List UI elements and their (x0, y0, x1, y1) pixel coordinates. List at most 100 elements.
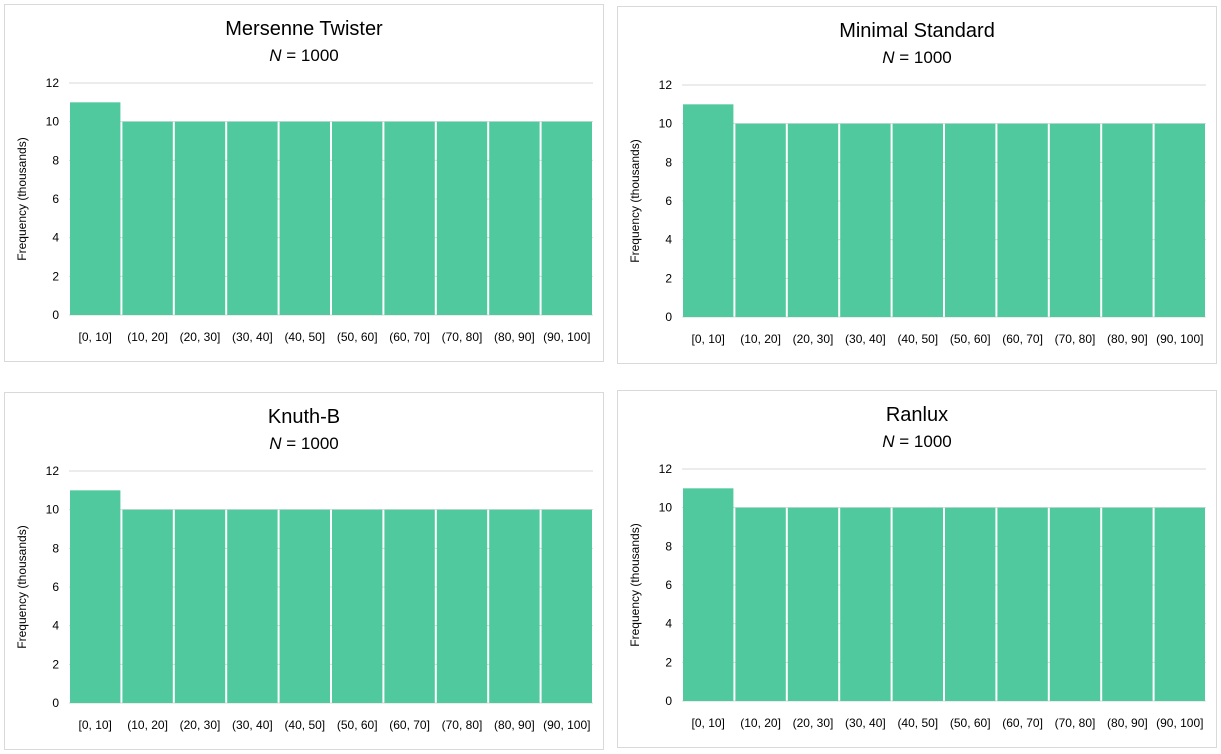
bar (892, 123, 943, 318)
y-tick-label: 6 (52, 580, 59, 594)
bar (332, 509, 383, 703)
y-tick-label: 12 (659, 78, 673, 92)
chart-svg: Mersenne Twister N = 1000 0 2 4 6 8 10 12 Frequen… (15, 18, 593, 344)
x-tick-label: (70, 80] (442, 718, 483, 732)
y-tick-label: 8 (665, 539, 672, 553)
y-tick-label: 8 (665, 155, 672, 169)
y-tick-label: 12 (46, 464, 60, 478)
x-tick-label: (30, 40] (845, 716, 886, 730)
bar (541, 509, 592, 703)
bar (70, 490, 121, 703)
bar (70, 102, 121, 315)
y-axis-label: Frequency (thousands) (15, 137, 29, 260)
chart-panel-mersenne-twister: Mersenne Twister N = 1000 0 2 4 6 8 10 12 Frequen… (4, 4, 604, 362)
y-tick-label: 12 (46, 76, 60, 90)
chart-subtitle: N = 1000 (882, 48, 951, 67)
chart-svg: Ranlux N = 1000 0 2 4 6 8 10 12 Frequency (thousa… (628, 404, 1206, 730)
y-tick-label: 2 (52, 269, 59, 283)
bar (122, 121, 173, 316)
bar (489, 121, 540, 316)
bar (892, 507, 943, 701)
bar (227, 509, 278, 703)
x-tick-label: (70, 80] (442, 330, 483, 344)
y-tick-label: 0 (52, 696, 59, 710)
bar (787, 507, 839, 701)
x-tick-label: (10, 20] (127, 718, 168, 732)
x-tick-label: (20, 30] (793, 332, 834, 346)
x-tick-label: [0, 10] (79, 330, 112, 344)
x-tick-label: (50, 60] (337, 718, 378, 732)
bar (997, 507, 1048, 701)
bar (436, 509, 488, 703)
x-tick-label: (10, 20] (740, 332, 781, 346)
bar (279, 121, 330, 316)
chart-title: Mersenne Twister (225, 18, 383, 40)
x-tick-label: (30, 40] (845, 332, 886, 346)
y-tick-label: 8 (52, 541, 59, 555)
y-tick-label: 10 (46, 115, 60, 129)
bar (174, 121, 226, 316)
chart-subtitle-value: = 1000 (895, 432, 952, 451)
x-tick-label: (70, 80] (1055, 332, 1096, 346)
y-tick-label: 10 (659, 117, 673, 131)
y-tick-label: 6 (665, 578, 672, 592)
y-tick-label: 0 (665, 694, 672, 708)
x-tick-label: (50, 60] (337, 330, 378, 344)
y-tick-label: 0 (665, 310, 672, 324)
bar (279, 509, 330, 703)
bar (997, 123, 1048, 318)
y-tick-label: 10 (659, 501, 673, 515)
y-tick-label: 0 (52, 308, 59, 322)
y-tick-label: 12 (659, 462, 673, 476)
bar (227, 121, 278, 316)
bar (1154, 507, 1205, 701)
chart-subtitle-value: = 1000 (282, 46, 339, 65)
chart-panel-ranlux: Ranlux N = 1000 0 2 4 6 8 10 12 Frequency (thousa… (617, 390, 1217, 748)
chart-title: Ranlux (886, 404, 948, 426)
y-tick-label: 8 (52, 153, 59, 167)
x-tick-label: [0, 10] (692, 332, 725, 346)
bar (332, 121, 383, 316)
x-tick-label: (80, 90] (494, 330, 535, 344)
bar (683, 488, 734, 701)
x-tick-label: (20, 30] (180, 330, 221, 344)
x-tick-label: (10, 20] (127, 330, 168, 344)
bar (735, 123, 786, 318)
bar (1102, 507, 1153, 701)
x-tick-label: (50, 60] (950, 332, 991, 346)
bar (122, 509, 173, 703)
bar (735, 507, 786, 701)
x-tick-label: (80, 90] (1107, 332, 1148, 346)
x-tick-label: (40, 50] (897, 332, 938, 346)
chart-subtitle-variable: N (269, 434, 282, 453)
bar (945, 123, 996, 318)
x-tick-label: (40, 50] (284, 330, 325, 344)
x-tick-label: (80, 90] (494, 718, 535, 732)
bar (489, 509, 540, 703)
y-tick-label: 2 (665, 655, 672, 669)
bar (840, 507, 891, 701)
x-tick-label: (90, 100] (1156, 332, 1203, 346)
bar (436, 121, 488, 316)
bar (787, 123, 839, 318)
bar (840, 123, 891, 318)
y-tick-label: 4 (52, 231, 59, 245)
x-tick-label: (90, 100] (1156, 716, 1203, 730)
chart-title: Minimal Standard (839, 20, 995, 42)
x-tick-label: (20, 30] (180, 718, 221, 732)
bar (384, 121, 435, 316)
chart-svg: Knuth-B N = 1000 0 2 4 6 8 10 12 Frequency (thous… (15, 406, 593, 732)
chart-title: Knuth-B (268, 406, 340, 428)
y-tick-label: 2 (665, 271, 672, 285)
y-tick-label: 2 (52, 657, 59, 671)
y-tick-label: 6 (52, 192, 59, 206)
bar (174, 509, 226, 703)
chart-subtitle: N = 1000 (269, 434, 338, 453)
x-tick-label: (40, 50] (284, 718, 325, 732)
x-tick-label: (20, 30] (793, 716, 834, 730)
chart-svg: Minimal Standard N = 1000 0 2 4 6 8 10 12 Frequen… (628, 20, 1206, 346)
x-tick-label: (80, 90] (1107, 716, 1148, 730)
x-tick-label: (60, 70] (389, 718, 430, 732)
bar (1102, 123, 1153, 318)
chart-panel-knuth-b: Knuth-B N = 1000 0 2 4 6 8 10 12 Frequency (thous… (4, 392, 604, 750)
